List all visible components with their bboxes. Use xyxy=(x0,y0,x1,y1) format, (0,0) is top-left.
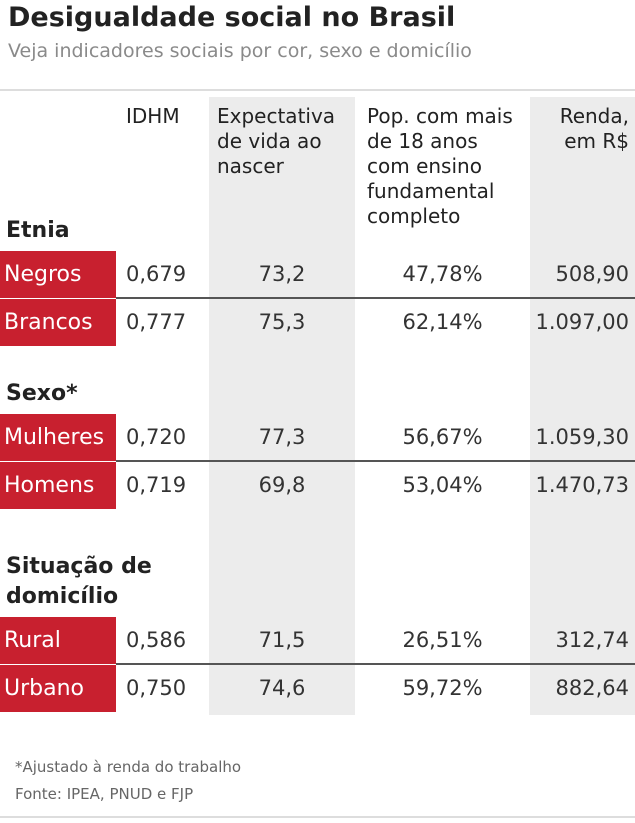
section-sexo: Sexo* xyxy=(6,379,78,409)
row-divider xyxy=(116,460,635,462)
populacao-value: 59,72% xyxy=(402,676,483,700)
header-expectativa-line: de vida ao xyxy=(217,129,322,153)
table-row: Negros 0,679 73,2 47,78% 508,90 xyxy=(0,251,635,300)
expectativa-value: 77,3 xyxy=(258,425,306,449)
expectativa-value: 75,3 xyxy=(258,310,306,334)
row-label: Homens xyxy=(0,462,116,509)
row-divider xyxy=(116,297,635,299)
row-divider xyxy=(116,663,635,665)
header-populacao-line: Pop. com mais xyxy=(367,104,513,128)
header-populacao: Pop. com mais de 18 anos com ensino fund… xyxy=(367,104,513,229)
row-label: Mulheres xyxy=(0,414,116,461)
idhm-value: 0,750 xyxy=(126,676,187,700)
footnote: *Ajustado à renda do trabalho xyxy=(15,758,242,776)
section-domicilio: Situação de domicílio xyxy=(6,552,152,612)
chart-subtitle: Veja indicadores sociais por cor, sexo e… xyxy=(8,40,472,62)
section-etnia-line: Etnia xyxy=(6,218,70,243)
renda-value: 1.059,30 xyxy=(535,425,629,449)
renda-value: 882,64 xyxy=(555,676,629,700)
table-row: Homens 0,719 69,8 53,04% 1.470,73 xyxy=(0,462,635,511)
table-row: Mulheres 0,720 77,3 56,67% 1.059,30 xyxy=(0,414,635,463)
chart-title: Desigualdade social no Brasil xyxy=(8,2,456,33)
populacao-value: 62,14% xyxy=(402,310,483,334)
idhm-value: 0,777 xyxy=(126,310,187,334)
section-domicilio-line: domicílio xyxy=(6,584,119,609)
header-populacao-line: fundamental xyxy=(367,179,495,203)
idhm-value: 0,719 xyxy=(126,473,187,497)
renda-value: 508,90 xyxy=(555,262,629,286)
renda-value: 1.470,73 xyxy=(535,473,629,497)
renda-value: 312,74 xyxy=(555,628,629,652)
table-row: Rural 0,586 71,5 26,51% 312,74 xyxy=(0,617,635,666)
header-expectativa: Expectativa de vida ao nascer xyxy=(217,104,335,179)
row-label: Brancos xyxy=(0,299,116,346)
row-label: Negros xyxy=(0,251,116,298)
idhm-value: 0,679 xyxy=(126,262,187,286)
bottom-divider xyxy=(0,816,635,818)
renda-value: 1.097,00 xyxy=(535,310,629,334)
expectativa-value: 69,8 xyxy=(258,473,306,497)
renda-column-shade xyxy=(530,97,635,715)
expectativa-value: 73,2 xyxy=(258,262,306,286)
row-label: Urbano xyxy=(0,665,116,712)
section-domicilio-line: Situação de xyxy=(6,554,152,579)
header-expectativa-line: Expectativa xyxy=(217,104,336,128)
header-populacao-line: com ensino xyxy=(367,154,482,178)
populacao-value: 47,78% xyxy=(402,262,483,286)
expectativa-value: 74,6 xyxy=(258,676,306,700)
header-renda-line: Renda, xyxy=(559,104,629,128)
header-renda: Renda, em R$ xyxy=(560,104,629,154)
table-row: Urbano 0,750 74,6 59,72% 882,64 xyxy=(0,665,635,714)
expectativa-value: 71,5 xyxy=(258,628,306,652)
populacao-value: 26,51% xyxy=(402,628,483,652)
table-row: Brancos 0,777 75,3 62,14% 1.097,00 xyxy=(0,299,635,348)
section-sexo-line: Sexo* xyxy=(6,381,78,406)
populacao-value: 53,04% xyxy=(402,473,483,497)
header-renda-line: em R$ xyxy=(564,129,629,153)
populacao-value: 56,67% xyxy=(402,425,483,449)
header-populacao-line: completo xyxy=(367,204,461,228)
expectativa-column-shade xyxy=(209,97,355,715)
idhm-value: 0,720 xyxy=(126,425,187,449)
row-label: Rural xyxy=(0,617,116,664)
top-divider xyxy=(0,89,635,91)
header-idhm: IDHM xyxy=(126,104,180,128)
idhm-value: 0,586 xyxy=(126,628,187,652)
source-note: Fonte: IPEA, PNUD e FJP xyxy=(15,785,194,803)
section-etnia: Etnia xyxy=(6,216,70,246)
header-expectativa-line: nascer xyxy=(217,154,284,178)
header-populacao-line: de 18 anos xyxy=(367,129,478,153)
